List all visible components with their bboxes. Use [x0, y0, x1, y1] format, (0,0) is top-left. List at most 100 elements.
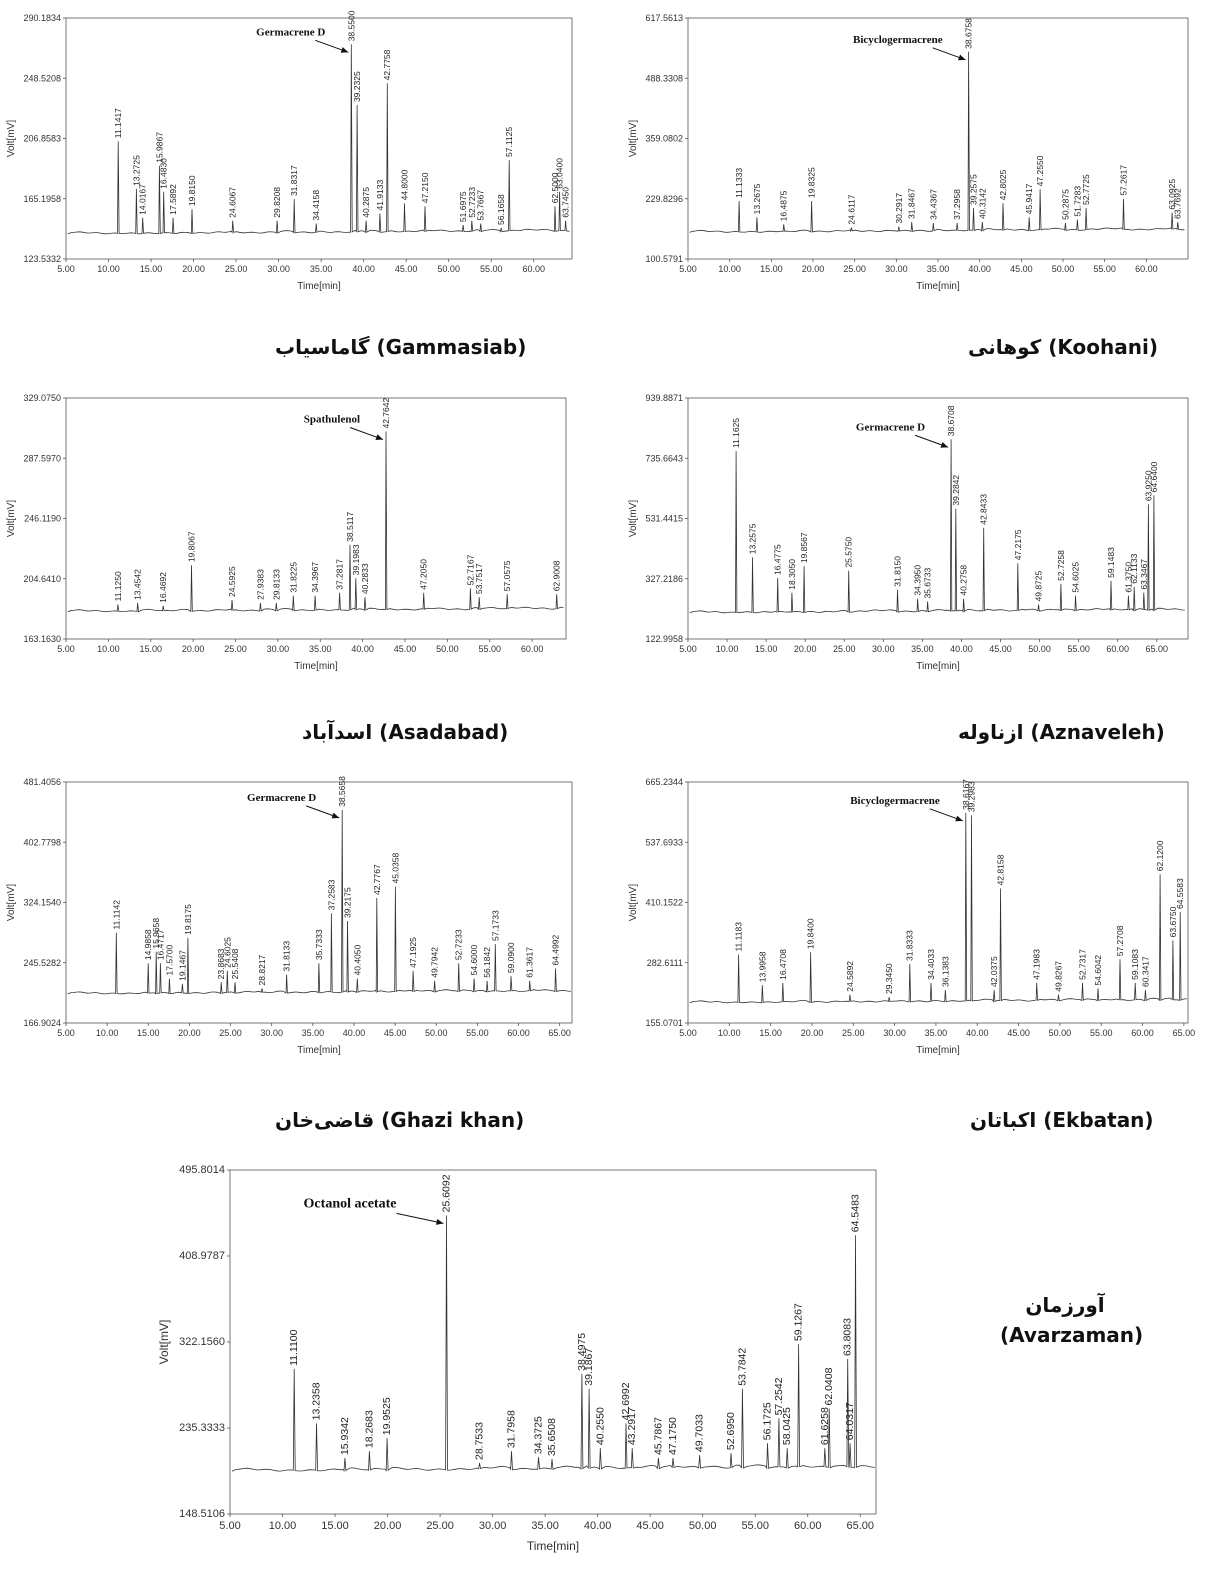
peak-label: 24.5925: [227, 566, 237, 597]
y-tick-label: 359.0802: [645, 134, 683, 144]
y-tick-label: 166.9024: [23, 1018, 61, 1028]
x-tick-label: 25.00: [224, 644, 247, 654]
x-tick-label: 20.00: [794, 644, 817, 654]
peak-label: 49.7033: [694, 1414, 706, 1452]
x-tick-label: 40.00: [950, 644, 973, 654]
peak-label: 59.1083: [1130, 949, 1140, 980]
y-tick-label: 245.5282: [23, 958, 61, 968]
x-tick-label: 65.00: [548, 1028, 571, 1038]
chromatogram-trace: [231, 1215, 875, 1473]
x-tick-label: 65.00: [1173, 1028, 1196, 1038]
chart-svg: 122.9958 327.2186 531.4415 735.6643 939.8871…: [628, 393, 1189, 672]
peak-label: 36.1383: [940, 956, 950, 987]
y-tick-label: 735.6643: [645, 453, 683, 463]
x-tick-label: 55.00: [478, 644, 501, 654]
x-tick-label: 35.00: [531, 1520, 559, 1532]
y-tick-label: 165.1958: [23, 194, 61, 204]
x-tick-label: 30.00: [479, 1520, 507, 1532]
peak-label: 52.7317: [1077, 949, 1087, 980]
chromatogram-trace: [67, 431, 564, 613]
peak-label: 38.5117: [345, 511, 355, 541]
x-tick-label: 35.00: [927, 264, 950, 274]
y-tick-label: 287.5970: [23, 453, 61, 463]
y-tick-label: 402.7798: [23, 837, 61, 847]
peak-label: 63.0925: [1167, 179, 1177, 210]
plot-frame: [229, 1169, 877, 1515]
peak-label: 39.2175: [343, 887, 353, 918]
x-tick-label: 40.00: [352, 264, 375, 274]
peak-label: 62.9008: [552, 560, 562, 591]
y-tick-label: 531.4415: [645, 514, 683, 524]
x-axis-label: Time[min]: [916, 281, 960, 292]
peak-label: 63.8083: [842, 1318, 854, 1356]
peak-label: 42.0375: [989, 956, 999, 987]
x-tick-label: 50.00: [689, 1520, 717, 1532]
peak-label: 11.1100: [288, 1329, 300, 1366]
peak-label: 19.8067: [186, 531, 196, 562]
peak-label: 38.6167: [961, 779, 971, 810]
peak-label: 38.6758: [964, 18, 974, 49]
x-tick-label: 40.00: [351, 644, 374, 654]
annotation-label: Bicyclogermacrene: [850, 795, 940, 807]
peak-label: 19.1467: [177, 950, 187, 981]
chromatogram-ekbatan: 155.0701 282.6111 410.1522 537.6933 665.2344…: [622, 770, 1206, 1090]
x-tick-label: 35.00: [309, 644, 332, 654]
peak-label: 63.3467: [1139, 559, 1149, 590]
y-tick-label: 229.8296: [645, 194, 683, 204]
y-tick-label: 248.5208: [23, 73, 61, 83]
x-tick-label: 5.00: [219, 1520, 240, 1532]
y-axis-label: Volt[mV]: [628, 120, 639, 157]
x-tick-label: 10.00: [718, 264, 741, 274]
peak-label: 59.1267: [793, 1303, 805, 1341]
x-axis-label: Time[min]: [916, 661, 960, 672]
peak-label: 40.4050: [352, 944, 362, 975]
x-tick-label: 50.00: [425, 1028, 448, 1038]
caption-ghazikhan: قاضی‌خان (Ghazi khan): [275, 1108, 525, 1132]
peak-label: 19.8150: [187, 175, 197, 206]
caption-ekbatan: اکباتان (Ekbatan): [970, 1108, 1154, 1132]
peak-label: 42.7642: [381, 398, 391, 429]
x-tick-label: 15.00: [321, 1520, 349, 1532]
x-axis-label: Time[min]: [916, 1045, 960, 1056]
peak-label: 61.3617: [525, 947, 535, 978]
x-tick-label: 5.00: [679, 264, 697, 274]
peak-label: 52.7167: [465, 554, 475, 585]
x-tick-label: 15.00: [755, 644, 778, 654]
x-tick-label: 55.00: [741, 1520, 769, 1532]
y-tick-label: 329.0750: [23, 393, 61, 403]
peak-label: 60.3417: [1140, 956, 1150, 987]
peak-label: 14.0167: [138, 184, 148, 215]
plot-frame: [687, 781, 1189, 1024]
x-tick-label: 50.00: [436, 644, 459, 654]
peak-label: 63.9250: [1143, 470, 1153, 501]
y-tick-label: 617.5613: [645, 13, 683, 23]
peak-label: 19.8325: [807, 167, 817, 198]
x-tick-label: 40.00: [584, 1520, 612, 1532]
caption-avarzaman-persian: آورزمان: [1025, 1293, 1105, 1317]
peak-label: 28.7533: [474, 1422, 486, 1460]
chromatogram-trace: [689, 812, 1187, 1004]
peak-label: 25.5750: [844, 537, 854, 568]
peak-label: 25.5408: [230, 948, 240, 979]
y-tick-label: 322.1560: [179, 1336, 225, 1348]
x-tick-label: 25.00: [225, 264, 248, 274]
peak-label: 61.3750: [1123, 562, 1133, 593]
y-tick-label: 163.1630: [23, 634, 61, 644]
y-tick-label: 408.9787: [179, 1250, 225, 1262]
y-axis-label: Volt[mV]: [628, 884, 639, 921]
peak-label: 31.8317: [289, 165, 299, 196]
peak-label: 47.1750: [667, 1417, 679, 1455]
y-tick-label: 235.3333: [179, 1422, 225, 1434]
peak-label: 44.8000: [399, 169, 409, 200]
y-tick-label: 488.3308: [645, 73, 683, 83]
peak-label: 42.7758: [382, 49, 392, 80]
peak-label: 11.1417: [113, 108, 123, 138]
x-tick-label: 20.00: [182, 644, 205, 654]
peak-label: 37.2817: [335, 559, 345, 590]
peak-label: 31.7958: [505, 1410, 517, 1448]
chromatogram-koohani: 100.5791 229.8296 359.0802 488.3308 617.5613…: [622, 6, 1206, 326]
peak-label: 15.9342: [339, 1417, 351, 1455]
peak-label: 38.5500: [346, 10, 356, 41]
x-tick-label: 25.00: [426, 1520, 454, 1532]
plot-frame: [65, 397, 567, 640]
